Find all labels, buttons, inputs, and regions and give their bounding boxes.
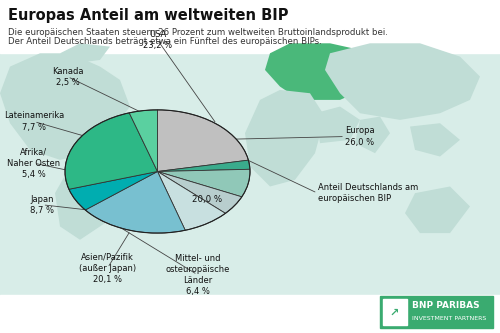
Polygon shape [55, 160, 120, 240]
Polygon shape [325, 43, 480, 120]
Text: Mittel- und
osteuropäische
Länder
6,4 %: Mittel- und osteuropäische Länder 6,4 % [166, 253, 230, 296]
Wedge shape [158, 160, 250, 171]
Bar [380, 296, 492, 328]
Wedge shape [86, 171, 185, 233]
Text: Japan
8,7 %: Japan 8,7 % [30, 195, 54, 215]
Wedge shape [69, 171, 158, 210]
Text: Der Anteil Deutschlands beträgt etwa ein Fünftel des europäischen BIPs.: Der Anteil Deutschlands beträgt etwa ein… [8, 37, 322, 46]
Text: Europa
26,0 %: Europa 26,0 % [345, 127, 374, 147]
Text: 20,0 %: 20,0 % [192, 195, 222, 204]
Text: Asien/Pazifik
(außer Japan)
20,1 %: Asien/Pazifik (außer Japan) 20,1 % [79, 252, 136, 284]
Text: Die europäischen Staaten steuern 26 Prozent zum weltweiten Bruttoinlandsprodukt : Die europäischen Staaten steuern 26 Proz… [8, 28, 388, 37]
Text: BNP PARIBAS: BNP PARIBAS [412, 301, 480, 310]
Polygon shape [315, 107, 360, 143]
Bar [0, 43, 500, 333]
Wedge shape [129, 110, 158, 171]
Polygon shape [60, 43, 110, 63]
Polygon shape [405, 186, 470, 233]
Wedge shape [65, 113, 158, 189]
Wedge shape [158, 169, 250, 197]
Polygon shape [265, 43, 380, 100]
Polygon shape [245, 90, 325, 186]
Bar [0, 0, 500, 53]
Polygon shape [0, 53, 130, 160]
Bar [0, 295, 500, 333]
Text: Afrika/
Naher Osten
5,4 %: Afrika/ Naher Osten 5,4 % [8, 148, 60, 179]
Text: Anteil Deutschlands am
europäischen BIP: Anteil Deutschlands am europäischen BIP [318, 183, 418, 203]
Polygon shape [410, 123, 460, 157]
Text: Lateinamerika
7,7 %: Lateinamerika 7,7 % [4, 112, 64, 132]
Text: ↗: ↗ [390, 307, 399, 317]
Wedge shape [158, 171, 226, 230]
Wedge shape [158, 110, 248, 171]
Bar [382, 299, 406, 325]
Text: Kanada
2,5 %: Kanada 2,5 % [52, 67, 83, 87]
Wedge shape [158, 171, 242, 213]
Polygon shape [440, 93, 460, 107]
Text: INVESTMENT PARTNERS: INVESTMENT PARTNERS [412, 315, 487, 321]
Polygon shape [355, 117, 390, 153]
Text: Quelle: BNP Paribas AM und IWF, Stand: 03/2011: Quelle: BNP Paribas AM und IWF, Stand: 0… [8, 308, 185, 314]
Text: Europas Anteil am weltweiten BIP: Europas Anteil am weltweiten BIP [8, 8, 288, 23]
Text: USA
23,2 %: USA 23,2 % [143, 30, 172, 50]
